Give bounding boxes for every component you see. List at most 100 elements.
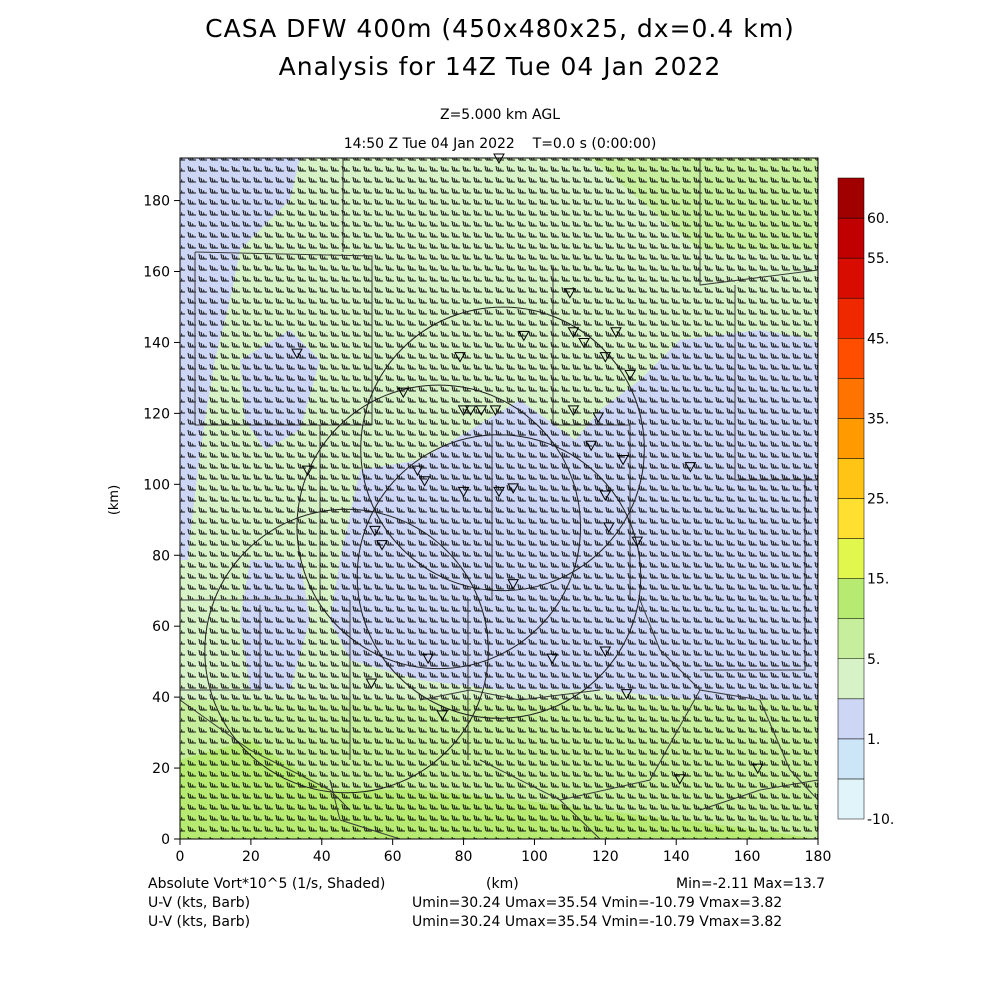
y-tick-label: 160 bbox=[143, 265, 170, 281]
x-tick-label: 40 bbox=[313, 849, 331, 865]
station-marker bbox=[592, 412, 605, 423]
field-minmax: Min=-2.11 Max=13.7 bbox=[676, 876, 826, 892]
station-marker bbox=[475, 405, 488, 416]
y-axis: 0 20 40 60 80 100 120 140 160 180 bbox=[143, 194, 180, 848]
radar-ring bbox=[356, 434, 642, 719]
station-marker bbox=[397, 387, 410, 399]
y-tick-label: 20 bbox=[152, 761, 170, 777]
colorbar-swatch bbox=[837, 217, 865, 259]
station-marker bbox=[517, 330, 530, 342]
colorbar-label: 25. bbox=[867, 492, 889, 508]
colorbar-swatch bbox=[837, 698, 865, 740]
station-marker bbox=[507, 579, 520, 590]
x-tick-label: 60 bbox=[384, 849, 402, 865]
radar-ring bbox=[204, 508, 489, 794]
station-marker bbox=[599, 646, 612, 658]
y-tick-label: 0 bbox=[161, 832, 170, 848]
y-tick-label: 100 bbox=[143, 477, 170, 493]
station-marker bbox=[291, 348, 303, 360]
colorbar-label: 15. bbox=[867, 572, 889, 588]
x-axis-unit-label: (km) bbox=[486, 876, 519, 892]
colorbar-swatch bbox=[837, 578, 865, 619]
station-marker bbox=[457, 486, 470, 498]
x-tick-label: 20 bbox=[242, 849, 260, 865]
field-label: Absolute Vort*10^5 (1/s, Shaded) bbox=[148, 876, 386, 892]
x-tick-label: 0 bbox=[176, 849, 185, 865]
colorbar-swatch bbox=[837, 738, 865, 780]
colorbar-swatch bbox=[837, 458, 865, 499]
x-tick-label: 180 bbox=[805, 849, 832, 865]
plot-frame bbox=[179, 157, 819, 840]
colorbar-swatch bbox=[837, 338, 865, 379]
station-marker bbox=[631, 536, 644, 548]
colorbar-swatch bbox=[837, 658, 865, 700]
colorbar-swatch bbox=[837, 778, 865, 820]
wind2-label: U-V (kts, Barb) bbox=[148, 914, 251, 930]
station-marker bbox=[464, 405, 477, 416]
x-tick-label: 140 bbox=[663, 849, 690, 865]
colorbar-label: 55. bbox=[867, 251, 889, 267]
radar-range-rings bbox=[204, 306, 645, 794]
colorbar-swatch bbox=[837, 257, 865, 299]
colorbar-swatch bbox=[837, 618, 865, 659]
x-tick-label: 80 bbox=[455, 849, 473, 865]
station-marker bbox=[411, 465, 424, 477]
station-marker bbox=[624, 369, 636, 381]
y-tick-label: 80 bbox=[152, 548, 170, 564]
wind2-stats: Umin=30.24 Umax=35.54 Vmin=-10.79 Vmax=3… bbox=[412, 914, 783, 930]
station-marker bbox=[422, 653, 434, 665]
station-marker bbox=[489, 405, 502, 416]
station-marker bbox=[599, 352, 612, 363]
chart-title: CASA DFW 400m (450x480x25, dx=0.4 km) bbox=[205, 14, 795, 43]
colorbar-swatch bbox=[837, 418, 865, 459]
station-marker bbox=[610, 327, 622, 338]
colorbar-swatch bbox=[837, 498, 865, 539]
x-axis: 0 20 40 60 80 100 120 140 160 180 bbox=[176, 839, 832, 865]
y-tick-label: 60 bbox=[152, 619, 170, 635]
station-marker bbox=[684, 462, 697, 473]
valid-time-label: 14:50 Z Tue 04 Jan 2022 T=0.0 s (0:00:00… bbox=[343, 136, 657, 152]
station-marker bbox=[365, 678, 378, 689]
colorbar-label: 45. bbox=[867, 331, 889, 347]
wind1-stats: Umin=30.24 Umax=35.54 Vmin=-10.79 Vmax=3… bbox=[412, 895, 783, 911]
station-marker bbox=[599, 490, 612, 501]
x-tick-label: 100 bbox=[521, 849, 548, 865]
county-boundaries bbox=[180, 158, 818, 839]
colorbar-swatch bbox=[837, 297, 865, 339]
station-marker bbox=[376, 540, 388, 551]
station-marker bbox=[603, 522, 615, 533]
colorbar-label: 60. bbox=[867, 211, 889, 227]
y-axis-label: (km) bbox=[107, 485, 122, 515]
station-marker bbox=[454, 352, 466, 363]
colorbar-swatch bbox=[837, 378, 865, 419]
station-marker bbox=[369, 525, 381, 537]
y-tick-label: 180 bbox=[143, 194, 170, 210]
colorbar-swatch bbox=[837, 177, 865, 219]
colorbar-label: 5. bbox=[867, 652, 880, 668]
colorbar-label: -10. bbox=[867, 812, 894, 828]
station-marker bbox=[617, 454, 629, 466]
colorbar-label: 35. bbox=[867, 411, 889, 427]
station-marker bbox=[507, 483, 520, 494]
station-marker bbox=[546, 653, 559, 665]
station-marker bbox=[620, 689, 633, 700]
y-tick-label: 120 bbox=[143, 406, 170, 422]
station-marker bbox=[673, 774, 686, 785]
station-marker bbox=[436, 710, 449, 721]
y-tick-label: 140 bbox=[143, 335, 170, 351]
radar-ring bbox=[360, 306, 645, 592]
station-marker bbox=[301, 465, 314, 477]
x-tick-label: 160 bbox=[734, 849, 761, 865]
colorbar-swatch bbox=[837, 538, 865, 579]
radar-stations bbox=[291, 153, 764, 785]
colorbar-label: 1. bbox=[867, 732, 880, 748]
station-marker bbox=[567, 405, 580, 416]
wind-barbs bbox=[180, 158, 818, 839]
radar-ring bbox=[296, 384, 582, 670]
level-label: Z=5.000 km AGL bbox=[439, 107, 561, 123]
station-marker bbox=[578, 337, 590, 349]
wind1-label: U-V (kts, Barb) bbox=[148, 895, 251, 911]
y-tick-label: 40 bbox=[152, 690, 170, 706]
colorbar: -10. 1. 5. 15. 25. 35. 45. 55. 60. bbox=[837, 177, 894, 828]
